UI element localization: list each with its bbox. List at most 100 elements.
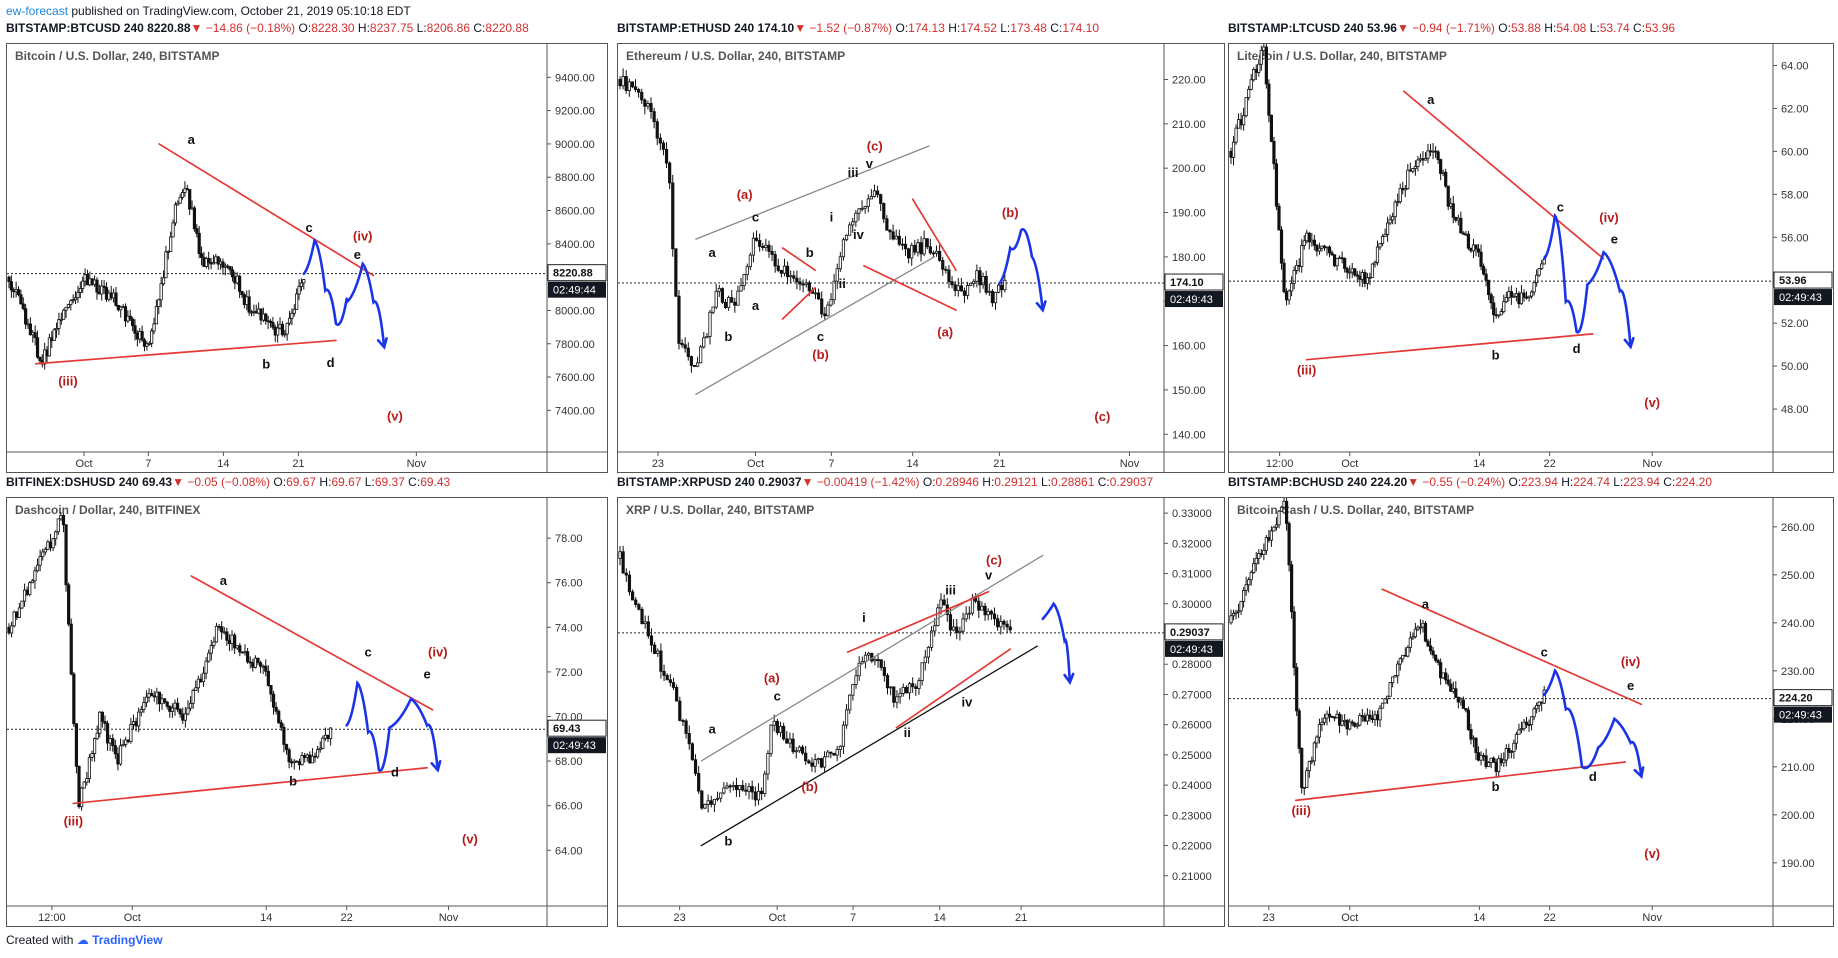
candle-body bbox=[983, 605, 987, 616]
candle-body bbox=[1411, 636, 1415, 639]
candle-body bbox=[967, 612, 971, 615]
candle-body bbox=[150, 330, 154, 344]
candle-body bbox=[1391, 216, 1395, 221]
candle-body bbox=[1532, 708, 1536, 718]
y-tick-label: 260.00 bbox=[1781, 522, 1815, 534]
y-tick-label: 7400.00 bbox=[555, 405, 595, 417]
chart-panel-ethusd[interactable]: Ethereum / U.S. Dollar, 240, BITSTAMP 220… bbox=[617, 43, 1225, 473]
candle-body bbox=[199, 678, 203, 682]
candle-body bbox=[662, 670, 666, 676]
chart-panel-xrpusd[interactable]: XRP / U.S. Dollar, 240, BITSTAMP 0.33000 0… bbox=[617, 497, 1225, 927]
candle-body bbox=[624, 76, 628, 91]
chart-title: Ethereum / U.S. Dollar, 240, BITSTAMP bbox=[626, 49, 845, 63]
symbol-label[interactable]: BITFINEX:DSHUSD bbox=[6, 475, 116, 489]
candle-body bbox=[128, 315, 132, 320]
candle-body bbox=[1421, 622, 1425, 628]
candle-body bbox=[1383, 698, 1387, 704]
candle-body bbox=[956, 285, 960, 291]
candle-body bbox=[1373, 714, 1377, 721]
candle-body bbox=[1489, 757, 1493, 763]
candle-body bbox=[1360, 272, 1364, 280]
symbol-label[interactable]: BITSTAMP:BCHUSD bbox=[1228, 475, 1344, 489]
candle-body bbox=[813, 292, 818, 295]
candle-body bbox=[1257, 553, 1261, 559]
wave-label: a bbox=[1427, 92, 1435, 107]
chart-svg[interactable]: XRP / U.S. Dollar, 240, BITSTAMP 0.33000 0… bbox=[618, 498, 1224, 926]
candle-body bbox=[717, 288, 721, 292]
candle-body bbox=[770, 250, 774, 255]
chart-panel-bchusd[interactable]: Bitcoin Cash / U.S. Dollar, 240, BITSTAM… bbox=[1228, 497, 1834, 927]
trend-line bbox=[190, 575, 434, 711]
chart-panel-btcusd[interactable]: Bitcoin / U.S. Dollar, 240, BITSTAMP 9400… bbox=[6, 43, 608, 473]
chart-svg[interactable]: Litecoin / U.S. Dollar, 240, BITSTAMP 64.… bbox=[1229, 44, 1833, 472]
last-price: 0.29037 bbox=[758, 475, 802, 489]
candle-body bbox=[1492, 757, 1496, 763]
candle-body bbox=[152, 323, 156, 332]
wave-label: (iii) bbox=[64, 814, 84, 829]
channel-line bbox=[700, 554, 1044, 762]
candle-body bbox=[59, 514, 63, 520]
candle-body bbox=[907, 683, 912, 694]
candle-body bbox=[1393, 675, 1397, 678]
candle-body bbox=[941, 260, 945, 270]
down-arrow-icon: ▼ bbox=[1407, 475, 1423, 489]
candle-body bbox=[1403, 188, 1407, 191]
candle-body bbox=[74, 723, 79, 767]
symbol-label[interactable]: BITSTAMP:ETHUSD bbox=[617, 21, 731, 35]
header-sep: O: bbox=[1505, 475, 1522, 489]
chart-svg[interactable]: Dashcoin / Dollar, 240, BITFINEX 78.00 76.… bbox=[7, 498, 607, 926]
candle-body bbox=[54, 531, 58, 540]
candle-body bbox=[323, 734, 328, 739]
candle-body bbox=[7, 276, 11, 283]
candle-body bbox=[969, 282, 973, 286]
chart-panel-ltcusd[interactable]: Litecoin / U.S. Dollar, 240, BITSTAMP 64.… bbox=[1228, 43, 1834, 473]
candle-body bbox=[310, 755, 315, 764]
candle-body bbox=[1406, 647, 1410, 657]
candle-body bbox=[879, 194, 883, 204]
candle-body bbox=[1322, 717, 1327, 723]
candle-body bbox=[30, 580, 34, 584]
candle-body bbox=[133, 325, 137, 334]
chart-svg[interactable]: Bitcoin Cash / U.S. Dollar, 240, BITSTAM… bbox=[1229, 498, 1833, 926]
chart-panel-dshusd[interactable]: Dashcoin / Dollar, 240, BITFINEX 78.00 76.… bbox=[6, 497, 608, 927]
publication-info: published on TradingView.com, October 21… bbox=[68, 4, 411, 18]
candle-body bbox=[1277, 205, 1281, 231]
wave-label: (v) bbox=[1644, 395, 1660, 410]
candle-body bbox=[216, 256, 220, 265]
candle-body bbox=[1403, 654, 1407, 657]
price-change: −0.00419 (−1.42%) bbox=[816, 475, 920, 489]
symbol-label[interactable]: BITSTAMP:BTCUSD bbox=[6, 21, 121, 35]
candle-body bbox=[725, 785, 729, 789]
candle-body bbox=[961, 618, 965, 632]
author-link[interactable]: ew-forecast bbox=[6, 4, 69, 18]
candle-body bbox=[715, 797, 720, 800]
candle-body bbox=[1274, 163, 1279, 207]
footer-brand[interactable]: TradingView bbox=[92, 933, 163, 947]
y-tick-label: 0.33000 bbox=[1172, 508, 1212, 520]
header-sep: C: bbox=[1046, 21, 1063, 35]
candle-body bbox=[211, 262, 216, 265]
candle-body bbox=[739, 285, 743, 292]
symbol-label[interactable]: BITSTAMP:LTCUSD bbox=[1228, 21, 1341, 35]
trend-line bbox=[781, 247, 816, 272]
candle-body bbox=[1527, 295, 1531, 298]
wave-label: (v) bbox=[462, 832, 478, 847]
candle-body bbox=[860, 661, 864, 664]
candle-body bbox=[1507, 748, 1511, 753]
candle-body bbox=[1297, 710, 1301, 749]
candle-body bbox=[1481, 266, 1486, 275]
x-tick-label: 22 bbox=[341, 912, 353, 924]
candle-body bbox=[1269, 114, 1274, 142]
candle-body bbox=[92, 738, 97, 754]
candle-body bbox=[992, 613, 997, 620]
symbol-label[interactable]: BITSTAMP:XRPUSD bbox=[617, 475, 732, 489]
candle-body bbox=[269, 685, 273, 695]
candle-body bbox=[917, 680, 921, 689]
candle-body bbox=[1252, 69, 1256, 81]
interval-label: 240 bbox=[1343, 21, 1364, 35]
chart-svg[interactable]: Bitcoin / U.S. Dollar, 240, BITSTAMP 9400… bbox=[7, 44, 607, 472]
chart-svg[interactable]: Ethereum / U.S. Dollar, 240, BITSTAMP 220… bbox=[618, 44, 1224, 472]
candle-body bbox=[1340, 257, 1344, 260]
candle-body bbox=[22, 589, 27, 602]
candle-body bbox=[829, 751, 833, 754]
